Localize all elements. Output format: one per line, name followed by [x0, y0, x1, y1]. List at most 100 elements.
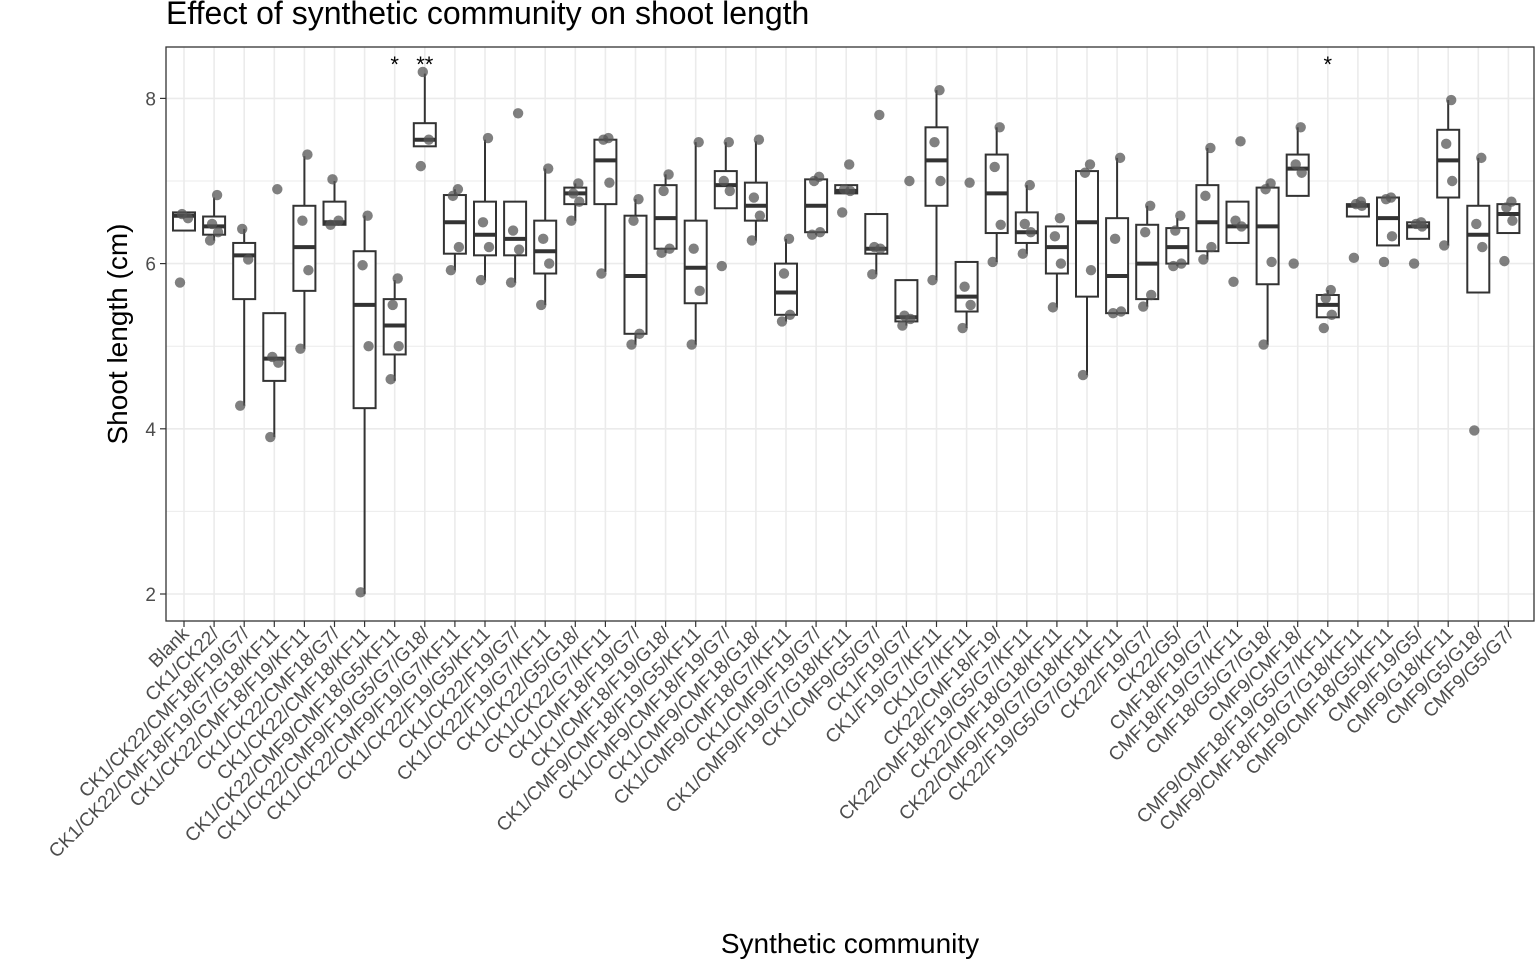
data-point [211, 189, 223, 201]
data-point [1439, 240, 1450, 251]
data-point [1230, 215, 1241, 226]
data-point [237, 223, 248, 235]
data-point [212, 227, 224, 238]
box-28 [984, 127, 1009, 262]
data-point [1017, 248, 1028, 259]
plot-panel-border [165, 46, 1535, 622]
data-point [658, 185, 669, 197]
data-point [987, 256, 998, 268]
data-point [964, 177, 975, 188]
box-35 [1195, 147, 1220, 260]
data-point [688, 243, 699, 254]
data-point [536, 299, 547, 311]
data-point [724, 185, 735, 197]
data-point [1049, 231, 1061, 242]
data-point [1469, 425, 1480, 436]
data-point [634, 328, 645, 340]
data-point [475, 274, 487, 286]
data-point [507, 225, 519, 236]
data-point [1471, 218, 1482, 230]
data-point [1258, 339, 1269, 350]
data-point [844, 159, 855, 170]
box-body [232, 241, 257, 301]
data-point [957, 322, 968, 334]
data-point [628, 215, 639, 226]
data-point [385, 374, 396, 385]
data-point [1175, 210, 1186, 221]
data-point [693, 136, 704, 148]
data-point [295, 343, 306, 354]
data-point [1140, 227, 1151, 238]
data-point [415, 160, 426, 172]
x-axis-title: Synthetic community [721, 928, 979, 959]
data-point [753, 134, 765, 145]
data-point [1170, 225, 1181, 236]
data-point [1025, 227, 1037, 238]
data-point [748, 192, 760, 203]
data-point [934, 84, 945, 96]
data-point [897, 320, 908, 331]
data-point [303, 265, 314, 276]
data-point [1054, 212, 1066, 224]
annotations: * ** * [390, 52, 1332, 77]
data-point [1378, 256, 1390, 268]
data-point [1499, 255, 1510, 267]
data-point [302, 149, 313, 160]
data-point [325, 219, 336, 230]
chart-title: Effect of synthetic community on shoot l… [166, 0, 809, 31]
data-point [453, 241, 465, 253]
data-point [1084, 159, 1096, 170]
data-point [867, 269, 878, 280]
data-point [417, 66, 428, 78]
data-point [995, 219, 1006, 230]
significance-label: * [1324, 52, 1333, 77]
data-point [929, 136, 940, 148]
data-point [814, 227, 826, 238]
data-point [1109, 233, 1121, 245]
data-point [327, 174, 338, 185]
data-point [1355, 196, 1367, 207]
box-11 [473, 139, 497, 281]
data-point [1176, 258, 1187, 269]
data-point [573, 178, 584, 189]
data-point [362, 210, 373, 221]
data-point [869, 241, 880, 253]
data-point [1441, 138, 1452, 150]
data-point [1115, 306, 1127, 317]
data-point [174, 277, 186, 288]
data-point [1386, 231, 1398, 242]
points [174, 66, 1518, 598]
data-point [778, 268, 790, 279]
data-point [206, 218, 218, 230]
data-point [626, 339, 637, 350]
data-point [1506, 196, 1517, 207]
data-point [1348, 252, 1360, 264]
data-point [483, 241, 495, 253]
data-point [243, 254, 254, 265]
data-point [568, 188, 579, 199]
data-point [235, 400, 246, 411]
box-body [473, 200, 497, 257]
data-point [746, 235, 758, 246]
data-point [392, 273, 403, 284]
data-point [1138, 301, 1149, 312]
y-tick-label: 4 [145, 420, 156, 441]
data-point [965, 299, 976, 311]
data-point [355, 587, 366, 598]
data-point [512, 108, 524, 119]
data-point [596, 268, 607, 279]
data-point [1446, 94, 1457, 106]
box-17 [653, 174, 678, 253]
data-point [1326, 309, 1338, 321]
box-body [1195, 184, 1220, 253]
data-point [664, 243, 675, 254]
data-point [839, 184, 850, 195]
data-point [989, 161, 1000, 173]
box-body [1075, 170, 1099, 298]
data-point [604, 177, 615, 188]
data-point [1265, 178, 1276, 189]
data-point [1228, 276, 1239, 287]
data-point [1206, 241, 1217, 253]
data-point [837, 207, 848, 218]
